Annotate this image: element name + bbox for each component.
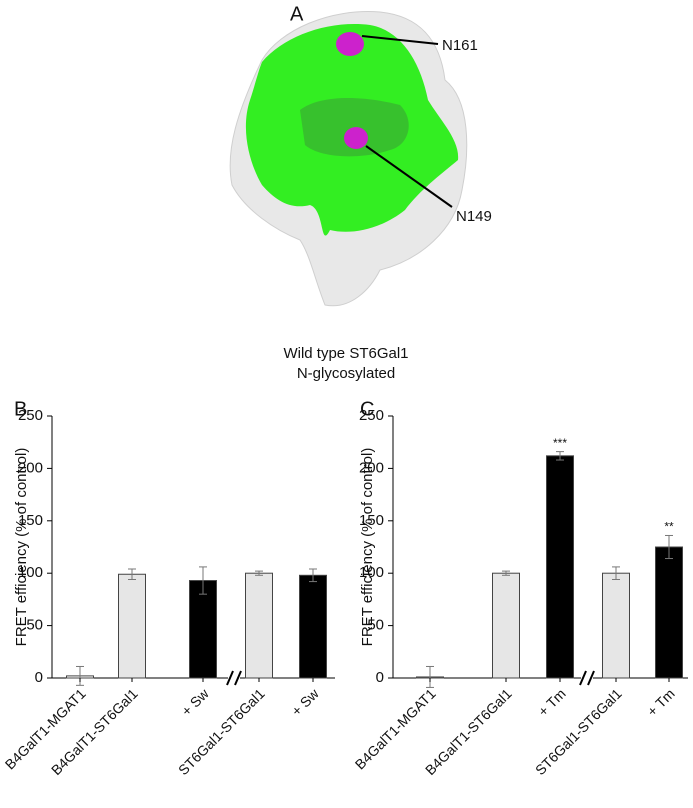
y-tick-label: 150 xyxy=(359,512,384,529)
y-tick-label: 100 xyxy=(359,564,384,581)
bar xyxy=(655,546,683,679)
leader-line xyxy=(361,35,439,45)
bar xyxy=(492,572,520,679)
panel-label: B xyxy=(14,398,27,420)
axis-break xyxy=(226,670,234,686)
y-tick-label: 100 xyxy=(18,564,43,581)
y-tick-label: 250 xyxy=(18,407,43,424)
caption: Wild type ST6Gal1 xyxy=(283,345,408,362)
protein-surface xyxy=(229,11,468,307)
site-n149 xyxy=(344,127,368,149)
y-tick-label: 0 xyxy=(376,669,384,686)
y-tick-label: 250 xyxy=(359,407,384,424)
y-tick-label: 200 xyxy=(18,459,43,476)
axis-break xyxy=(579,670,587,686)
caption: N-glycosylated xyxy=(297,365,395,382)
y-tick-label: 150 xyxy=(18,512,43,529)
leader-line xyxy=(365,145,453,208)
axis-break xyxy=(234,670,242,686)
bar xyxy=(546,455,574,679)
site-label: N149 xyxy=(456,208,492,225)
panel-label: C xyxy=(360,398,374,420)
x-tick-label: B4GalT1-MGAT1 xyxy=(352,685,439,772)
bar xyxy=(299,574,327,679)
significance-label: ** xyxy=(664,520,674,534)
x-tick-label: + Tm xyxy=(535,685,569,719)
x-tick-label: + Tm xyxy=(644,685,678,719)
y-axis-label: FRET efficiency (% of control) xyxy=(13,448,30,647)
bar xyxy=(602,572,630,679)
y-axis-label: FRET efficiency (% of control) xyxy=(359,448,376,647)
bar xyxy=(189,580,217,679)
significance-label: *** xyxy=(553,436,567,450)
x-tick-label: + Sw xyxy=(178,685,212,719)
axis-break xyxy=(587,670,595,686)
x-tick-label: + Sw xyxy=(288,685,322,719)
y-tick-label: 0 xyxy=(35,669,43,686)
bar xyxy=(245,572,273,679)
x-tick-label: B4GalT1-ST6Gal1 xyxy=(48,685,141,778)
y-tick-label: 200 xyxy=(359,459,384,476)
bar xyxy=(118,573,146,679)
site-n161 xyxy=(336,32,364,56)
panel-label: A xyxy=(290,3,304,25)
y-tick-label: 50 xyxy=(367,617,384,634)
site-label: N161 xyxy=(442,37,478,54)
y-tick-label: 50 xyxy=(26,617,43,634)
